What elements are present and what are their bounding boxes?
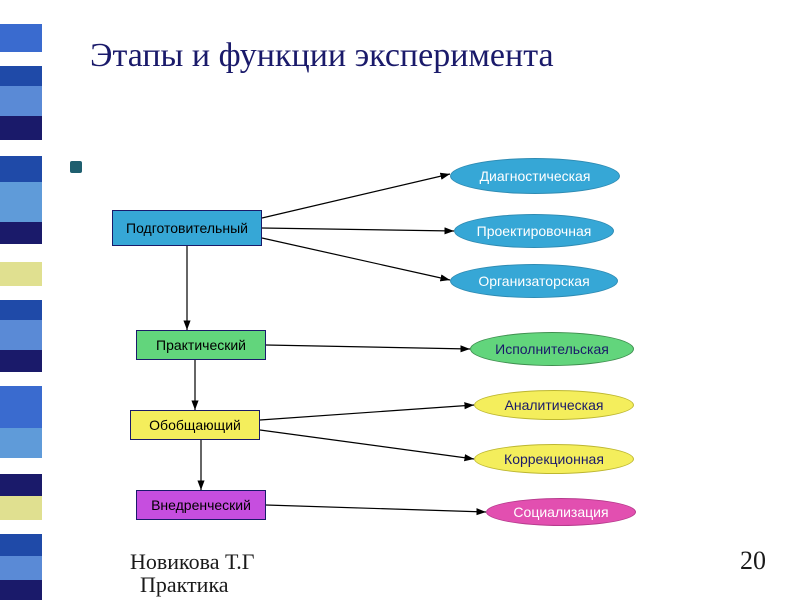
leftbar-segment bbox=[0, 244, 42, 262]
slide-title: Этапы и функции эксперимента bbox=[90, 36, 554, 75]
stage-prep: Подготовительный bbox=[112, 210, 262, 246]
function-anal: Аналитическая bbox=[474, 390, 634, 420]
function-org: Организаторская bbox=[450, 264, 618, 298]
function-proj: Проектировочная bbox=[454, 214, 614, 248]
leftbar-segment bbox=[0, 24, 42, 52]
stage-pract: Практический bbox=[136, 330, 266, 360]
bullet-square bbox=[70, 161, 82, 173]
arrows-layer bbox=[0, 0, 800, 600]
leftbar-segment bbox=[0, 116, 42, 140]
leftbar-segment bbox=[0, 458, 42, 474]
arrow bbox=[266, 345, 470, 349]
leftbar-segment bbox=[0, 474, 42, 496]
leftbar-segment bbox=[0, 372, 42, 386]
arrow bbox=[262, 238, 450, 280]
slide-root: Этапы и функции эксперимента Подготовите… bbox=[0, 0, 800, 600]
leftbar-segment bbox=[0, 534, 42, 556]
decorative-left-bar bbox=[0, 0, 42, 600]
leftbar-segment bbox=[0, 0, 42, 24]
leftbar-segment bbox=[0, 428, 42, 458]
leftbar-segment bbox=[0, 520, 42, 534]
arrow bbox=[262, 228, 454, 231]
author-text: Новикова Т.Г Практика bbox=[130, 550, 254, 596]
author-name: Новикова Т.Г bbox=[130, 549, 254, 574]
leftbar-segment bbox=[0, 350, 42, 372]
stage-oboba: Обобщающий bbox=[130, 410, 260, 440]
leftbar-segment bbox=[0, 182, 42, 222]
leftbar-segment bbox=[0, 320, 42, 350]
leftbar-segment bbox=[0, 262, 42, 286]
arrow bbox=[262, 174, 450, 218]
leftbar-segment bbox=[0, 386, 42, 428]
author-sub: Практика bbox=[140, 572, 229, 597]
function-diag: Диагностическая bbox=[450, 158, 620, 194]
leftbar-segment bbox=[0, 556, 42, 580]
leftbar-segment bbox=[0, 140, 42, 156]
leftbar-segment bbox=[0, 156, 42, 182]
function-exec: Исполнительская bbox=[470, 332, 634, 366]
stage-vnedr: Внедренческий bbox=[136, 490, 266, 520]
leftbar-segment bbox=[0, 580, 42, 600]
leftbar-segment bbox=[0, 300, 42, 320]
arrow bbox=[266, 505, 486, 512]
leftbar-segment bbox=[0, 66, 42, 86]
leftbar-segment bbox=[0, 286, 42, 300]
arrow bbox=[260, 405, 474, 420]
leftbar-segment bbox=[0, 496, 42, 520]
leftbar-segment bbox=[0, 86, 42, 116]
function-soc: Социализация bbox=[486, 498, 636, 526]
leftbar-segment bbox=[0, 52, 42, 66]
function-corr: Коррекционная bbox=[474, 444, 634, 474]
arrow bbox=[260, 430, 474, 459]
page-number: 20 bbox=[740, 546, 766, 576]
leftbar-segment bbox=[0, 222, 42, 244]
